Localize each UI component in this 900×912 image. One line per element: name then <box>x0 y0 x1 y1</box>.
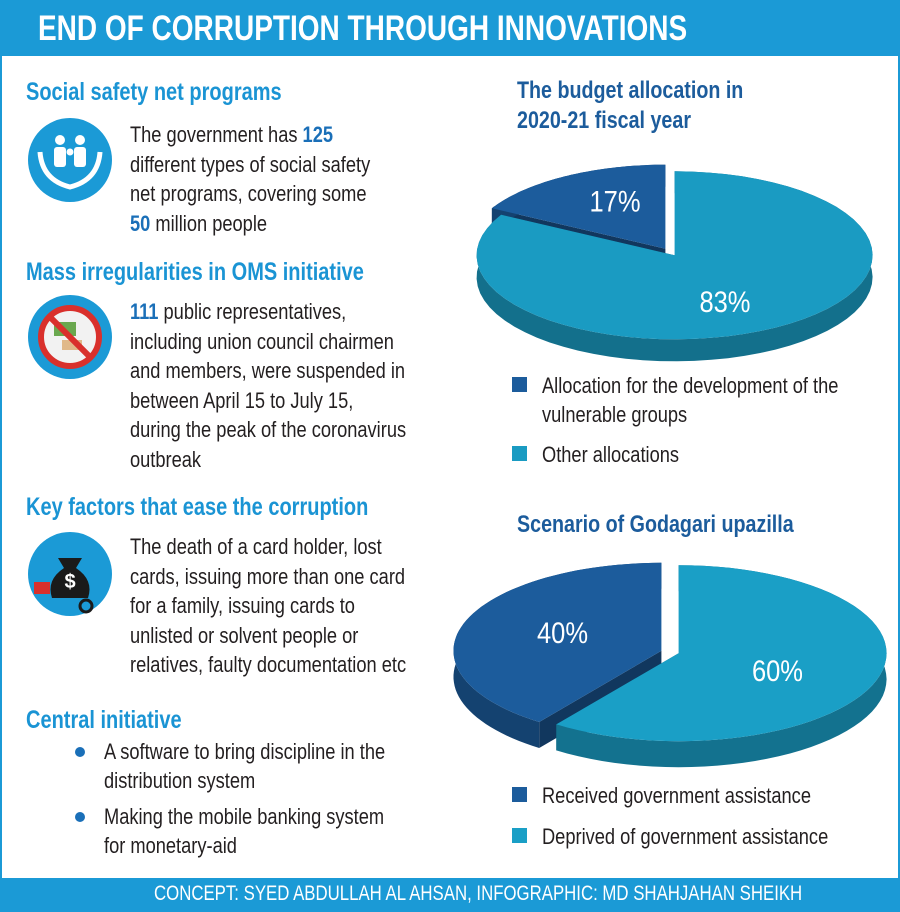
section-heading: Social safety net programs <box>26 78 282 106</box>
slice-side <box>556 565 887 768</box>
text: public representatives, <box>158 299 347 324</box>
text-line: unlisted or solvent people or <box>130 622 359 648</box>
credit: CONCEPT: SYED ABDULLAH AL AHSAN, INFOGRA… <box>154 882 803 905</box>
legend-swatch <box>512 446 527 461</box>
banner: END OF CORRUPTION THROUGH INNOVATIONS <box>2 2 898 56</box>
value-label: 17% <box>590 185 641 218</box>
footer: CONCEPT: SYED ABDULLAH AL AHSAN, INFOGRA… <box>2 878 898 910</box>
value-label: 60% <box>752 654 803 687</box>
text-line: cards, issuing more than one card <box>130 563 406 589</box>
legend-swatch <box>512 377 527 392</box>
slice <box>491 164 666 249</box>
legend-swatch <box>512 787 527 802</box>
text-line: 50 million people <box>130 210 267 238</box>
section-heading: Key factors that ease the corruption <box>26 493 369 521</box>
slice <box>476 171 873 340</box>
text-line: Making the mobile banking system <box>104 804 385 829</box>
text-line: distribution system <box>104 768 256 793</box>
slice <box>556 565 887 742</box>
text-line: relatives, faulty documentation etc <box>130 652 407 678</box>
icon-prohibited <box>28 295 112 379</box>
text-line: The government has 125 <box>130 121 333 149</box>
value-label: 83% <box>699 285 750 318</box>
chart-title: The budget allocation in 2020-21 fiscal … <box>517 77 744 134</box>
text: million people <box>150 210 268 236</box>
legend-label: Deprived of government assistance <box>542 824 829 849</box>
icon-money-bag: $ <box>28 532 112 616</box>
text-line: different types of social safety <box>130 151 371 177</box>
value-label: 40% <box>537 616 588 649</box>
bullet <box>75 812 85 822</box>
page-title: END OF CORRUPTION THROUGH INNOVATIONS <box>38 9 688 48</box>
slice <box>453 562 662 722</box>
section-heading: Mass irregularities in OMS initiative <box>26 258 364 286</box>
text: The government has <box>130 122 303 147</box>
legend-label: Received government assistance <box>542 783 811 808</box>
text-line: and members, were suspended in <box>130 358 406 384</box>
highlight: 111 <box>130 299 159 324</box>
text-line: 111 public representatives, <box>130 298 346 326</box>
text-line: including union council chairmen <box>130 328 394 354</box>
highlight: 125 <box>302 122 334 147</box>
legend-swatch <box>512 828 527 843</box>
text-line: for monetary-aid <box>104 833 237 858</box>
legend-label: Other allocations <box>542 442 680 467</box>
legend-label: Allocation for the development of the vu… <box>542 373 839 427</box>
icon-family <box>28 118 112 202</box>
text-line: net programs, covering some <box>130 181 367 207</box>
highlight: 50 <box>130 210 151 236</box>
text-line: between April 15 to July 15, <box>130 387 354 413</box>
text-line: A software to bring discipline in the <box>104 739 386 764</box>
chart-title: Scenario of Godagari upazilla <box>517 511 794 538</box>
text-line: during the peak of the coronavirus <box>130 417 407 443</box>
text-line: outbreak <box>130 447 202 472</box>
section-heading: Central initiative <box>26 706 182 734</box>
bullet <box>75 747 85 757</box>
text-line: The death of a card holder, lost <box>130 534 382 559</box>
text-line: for a family, issuing cards to <box>130 593 355 619</box>
svg-text:$: $ <box>64 571 75 593</box>
